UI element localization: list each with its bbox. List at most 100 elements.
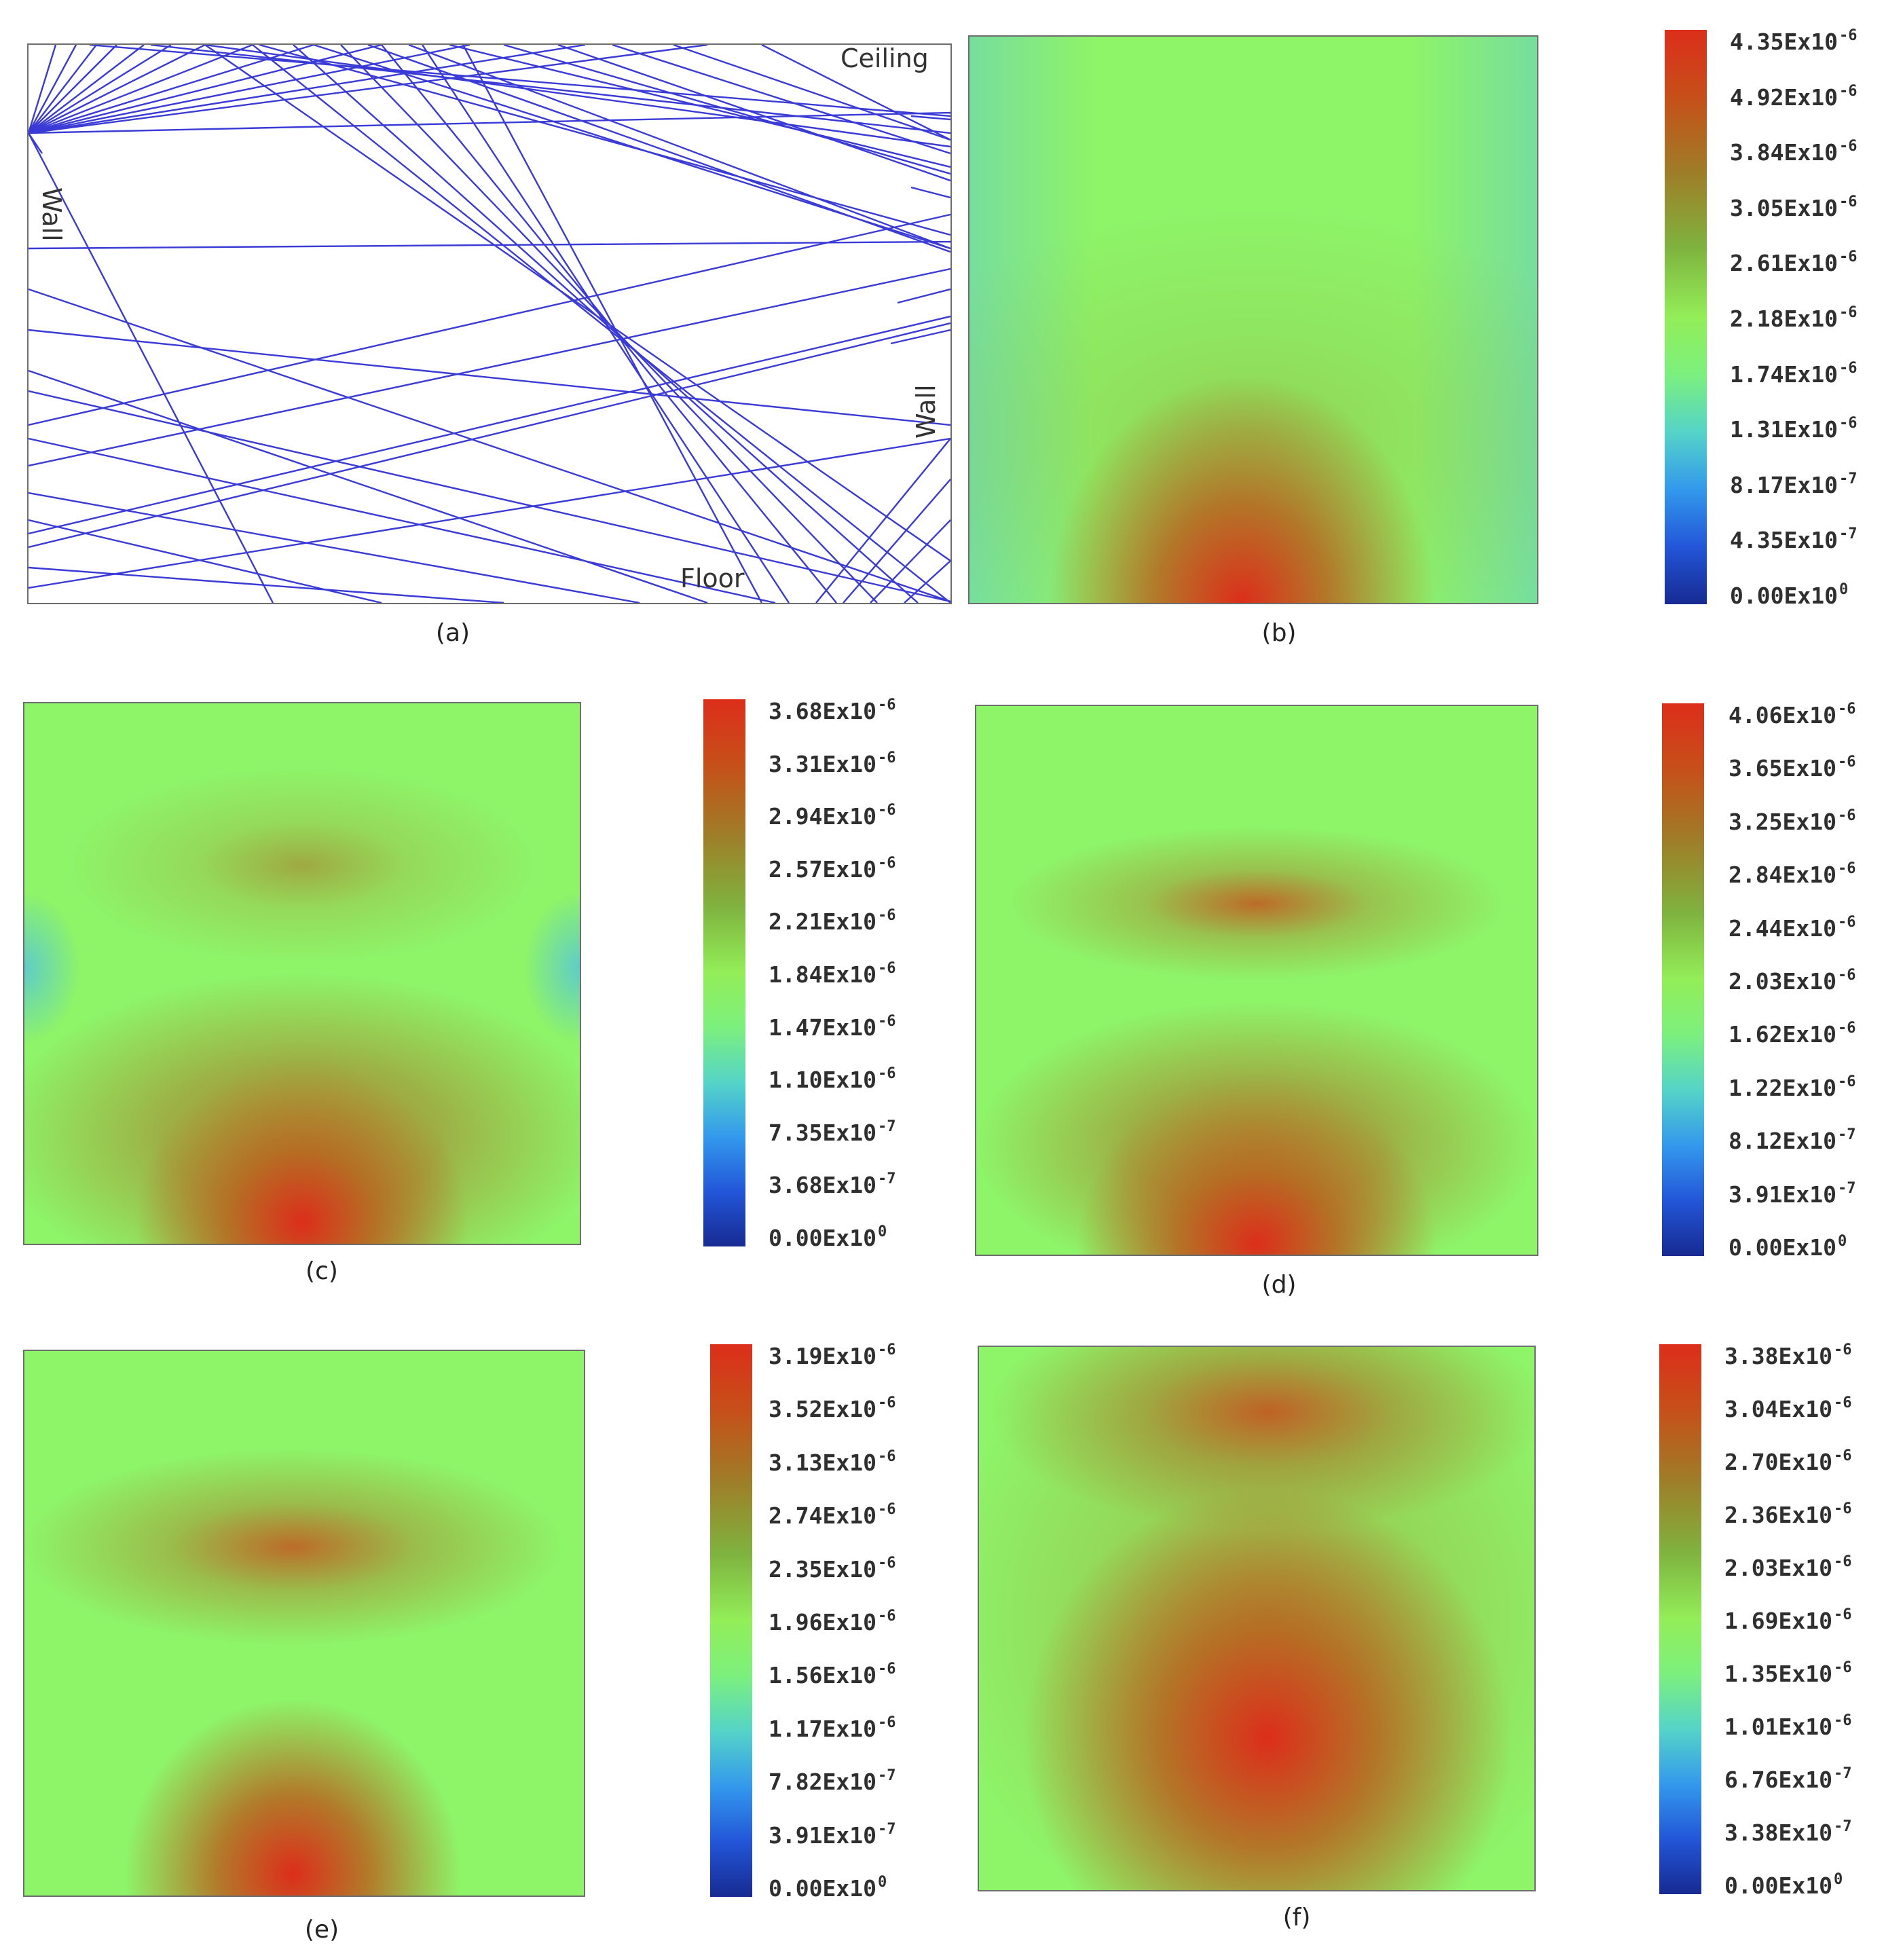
tick-exponent: -7 [877, 1117, 896, 1135]
colorbar-tick-label: 4.35Ex10-6 [1730, 27, 1858, 54]
tick-exponent: -6 [877, 1661, 896, 1678]
colorbar-tick-label: 3.31Ex10-6 [769, 750, 895, 777]
ray-path [259, 45, 950, 236]
colorbar-tick-label: 3.13Ex10-6 [769, 1449, 895, 1476]
ray-path [421, 45, 790, 603]
ray-path [890, 329, 950, 345]
tick-mantissa: 0.00Ex10 [1730, 583, 1838, 609]
heatmap-e [23, 1350, 585, 1897]
ray-path [29, 437, 950, 589]
ray-path [29, 45, 206, 134]
colorbar-tick-label: 3.65Ex10-6 [1729, 755, 1855, 780]
colorbar-tick-label: 2.94Ex10-6 [769, 803, 895, 830]
colorbar-tick-label: 2.70Ex10-6 [1724, 1449, 1851, 1474]
tick-exponent: -6 [877, 1394, 896, 1412]
colorbar-tick-label: 2.03Ex10-6 [1729, 968, 1855, 995]
tick-exponent: -7 [1837, 1179, 1856, 1197]
heatmap-c [23, 702, 581, 1245]
ray-path [29, 329, 950, 426]
ray-path [557, 45, 950, 182]
tick-mantissa: 3.68Ex10 [769, 1172, 876, 1199]
heatmap-f [978, 1346, 1536, 1891]
tick-mantissa: 2.94Ex10 [769, 803, 876, 830]
tick-mantissa: 1.35Ex10 [1724, 1661, 1832, 1687]
tick-exponent: -6 [877, 1714, 896, 1731]
colorbar-tick-label: 4.06Ex10-6 [1729, 702, 1855, 727]
colorbar-tick-label: 8.17Ex10-7 [1730, 470, 1858, 496]
colorbar-tick-label: 1.62Ex10-6 [1729, 1020, 1856, 1046]
tick-mantissa: 2.21Ex10 [769, 908, 876, 936]
colorbar-tick-label: 2.18Ex10-6 [1730, 304, 1858, 331]
colorbar-tick-label: 2.61Ex10-6 [1730, 250, 1857, 275]
tick-exponent: -6 [1833, 1553, 1852, 1570]
ray-path [29, 45, 145, 134]
tick-exponent: -6 [1839, 27, 1858, 44]
ray-path [29, 45, 57, 134]
colorbar-tick-label: 3.19Ex10-6 [769, 1343, 895, 1368]
ray-path [29, 45, 77, 134]
ray-path [29, 132, 274, 603]
colorbar-tick-label: 1.10Ex10-6 [769, 1067, 895, 1094]
tick-mantissa: 0.00Ex10 [769, 1225, 876, 1251]
colorbar-tick-label: 1.01Ex10-6 [1724, 1714, 1851, 1740]
tick-mantissa: 4.92Ex10 [1730, 84, 1838, 111]
colorbar-tick-label: 2.74Ex10-6 [769, 1501, 896, 1528]
ray-path [29, 240, 950, 250]
ray-path [29, 45, 172, 134]
colorbar-tick-label: 1.22Ex10-6 [1729, 1074, 1855, 1099]
colorbar-tick-label: 2.36Ex10-6 [1724, 1502, 1851, 1527]
ray-path [29, 45, 253, 134]
tick-exponent: -6 [877, 1501, 896, 1519]
tick-mantissa: 0.00Ex10 [1724, 1872, 1832, 1899]
tick-mantissa: 1.10Ex10 [769, 1067, 876, 1094]
ray-path [204, 45, 950, 561]
tick-exponent: -7 [877, 1767, 896, 1785]
tick-mantissa: 1.47Ex10 [769, 1014, 876, 1041]
tick-mantissa: 2.44Ex10 [1729, 914, 1836, 942]
tick-exponent: -7 [1833, 1818, 1852, 1835]
ray-path [29, 132, 43, 154]
tick-exponent: -6 [1833, 1342, 1852, 1358]
ray-path [761, 45, 950, 141]
tick-mantissa: 1.96Ex10 [769, 1609, 876, 1635]
tick-exponent: -6 [1839, 193, 1858, 210]
tick-mantissa: 3.52Ex10 [769, 1396, 876, 1423]
caption-f: (f) [1282, 1904, 1311, 1931]
colorbar-tick-label: 8.12Ex10-7 [1729, 1128, 1855, 1155]
tick-exponent: -6 [1839, 415, 1858, 432]
tick-exponent: -7 [1839, 470, 1858, 487]
tick-mantissa: 3.13Ex10 [769, 1449, 876, 1476]
ray-path [381, 45, 837, 603]
tick-exponent: -6 [877, 1554, 896, 1572]
tick-exponent: 0 [1837, 1233, 1847, 1250]
tick-mantissa: 1.84Ex10 [769, 961, 876, 988]
tick-exponent: -6 [1839, 304, 1858, 321]
tick-exponent: -6 [1833, 1659, 1852, 1676]
ray-path [29, 519, 382, 603]
tick-mantissa: 3.31Ex10 [769, 750, 876, 777]
colorbar-f [1659, 1344, 1701, 1894]
ray-path [252, 45, 950, 603]
ray-path [612, 45, 950, 155]
colorbar-tick-label: 3.68Ex10-6 [769, 698, 895, 723]
colorbar-tick-label: 7.35Ex10-7 [769, 1117, 896, 1144]
colorbar-tick-label: 4.35Ex10-7 [1730, 527, 1857, 552]
tick-mantissa: 1.31Ex10 [1730, 416, 1838, 443]
tick-exponent: -6 [1837, 1020, 1856, 1037]
ray-path [29, 45, 708, 134]
tick-exponent: -6 [1839, 82, 1858, 100]
colorbar-tick-label: 1.17Ex10-6 [769, 1714, 896, 1740]
colorbar-tick-label: 3.04Ex10-6 [1724, 1396, 1851, 1422]
tick-mantissa: 2.03Ex10 [1729, 968, 1836, 995]
colorbar-e [710, 1344, 752, 1897]
tick-mantissa: 1.01Ex10 [1724, 1714, 1832, 1740]
colorbar-tick-label: 3.38Ex10-7 [1724, 1818, 1852, 1845]
ray-path [29, 322, 950, 549]
tick-mantissa: 3.04Ex10 [1724, 1396, 1832, 1422]
colorbar-tick-label: 3.91Ex10-7 [1729, 1179, 1856, 1206]
tick-mantissa: 8.12Ex10 [1729, 1128, 1836, 1155]
colorbar-tick-label: 2.21Ex10-6 [769, 908, 895, 936]
tick-mantissa: 2.84Ex10 [1729, 862, 1836, 889]
ceiling-label: Ceiling [840, 43, 929, 73]
ray-path [204, 45, 950, 148]
